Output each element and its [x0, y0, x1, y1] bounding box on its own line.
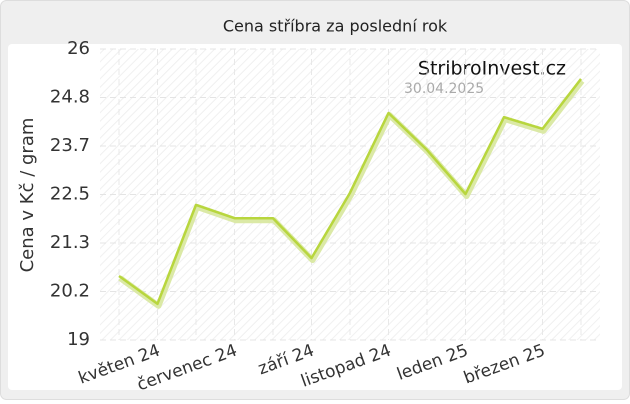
- y-tick-label: 21.3: [50, 232, 90, 253]
- y-tick-label: 26: [67, 38, 90, 59]
- y-tick-label: 23.7: [50, 135, 90, 156]
- line: [118, 78, 582, 306]
- y-axis-label: Cena v Kč / gram: [17, 118, 38, 273]
- y-tick-label: 22.5: [50, 184, 90, 205]
- date: 30.04.2025: [404, 81, 484, 97]
- y-tick-label: 24.8: [50, 87, 90, 108]
- y-tick-label: 19: [67, 329, 90, 350]
- chart-title: Cena stříbra za poslední rok: [223, 17, 448, 36]
- y-tick-label: 20.2: [50, 280, 90, 301]
- line-shadow: [118, 79, 585, 309]
- watermark: StribroInvest.cz: [418, 58, 566, 80]
